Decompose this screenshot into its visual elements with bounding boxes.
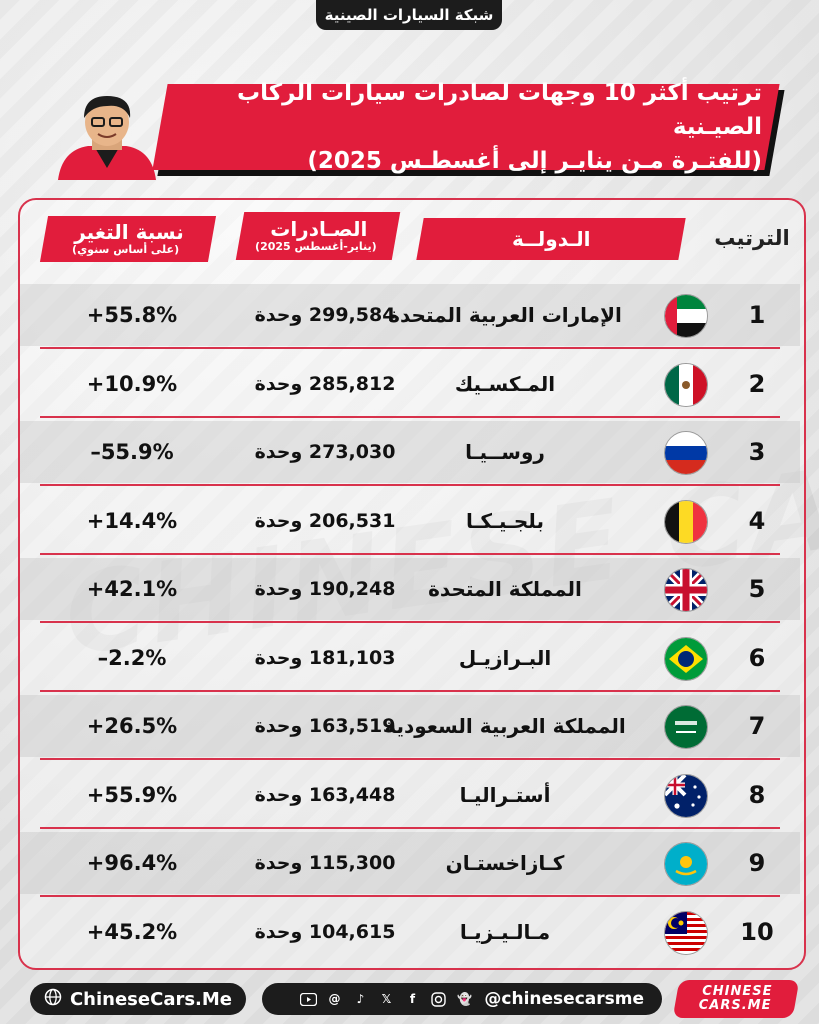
mexico-flag xyxy=(664,363,708,407)
row-rank: 7 xyxy=(748,712,766,740)
row-change: +26.5% xyxy=(86,714,178,738)
row-exports: 299,584 وحدة xyxy=(254,304,396,326)
row-divider xyxy=(40,484,780,486)
header-exports-label: الصـادرات xyxy=(270,217,368,241)
russia-flag xyxy=(664,431,708,475)
row-change: +42.1% xyxy=(86,577,178,601)
mascot-avatar xyxy=(58,96,156,180)
row-exports: 190,248 وحدة xyxy=(254,578,396,600)
table-row: 9 كـازاخستـان 115,300 وحدة +96.4% xyxy=(20,832,800,894)
row-country: أستـراليـا xyxy=(459,783,551,807)
table-row: 5 المملكة المتحدة 190,248 وحدة +42.1% xyxy=(20,558,800,620)
row-rank: 9 xyxy=(748,849,766,877)
row-exports: 115,300 وحدة xyxy=(254,852,396,874)
row-divider xyxy=(40,347,780,349)
table-row: 1 الإمارات العربية المتحدة 299,584 وحدة +55… xyxy=(20,284,800,346)
brand-logo: CHINESE CARS.ME xyxy=(672,980,800,1018)
top-tab-network-name: شبكة السيارات الصينية xyxy=(316,0,502,30)
brazil-flag xyxy=(664,637,708,681)
logo-line-2: CARS.ME xyxy=(698,998,772,1013)
table-row: 4 بلجـيـكـا 206,531 وحدة +14.4% xyxy=(20,490,800,552)
row-change: +10.9% xyxy=(86,372,178,396)
footer-social-bar: @ ♪ 𝕏 f 👻 @chinesecarsme xyxy=(262,983,662,1015)
row-exports: 206,531 وحدة xyxy=(254,510,396,532)
row-change: +55.8% xyxy=(86,303,178,327)
row-rank: 8 xyxy=(748,781,766,809)
row-rank: 6 xyxy=(748,644,766,672)
row-divider xyxy=(40,690,780,692)
header-change-sub: (على أساس سنوي) xyxy=(72,243,180,256)
row-divider xyxy=(40,553,780,555)
row-rank: 5 xyxy=(748,575,766,603)
row-exports: 163,448 وحدة xyxy=(254,784,396,806)
row-exports: 181,103 وحدة xyxy=(254,647,396,669)
header-change-label: نسبة التغير xyxy=(74,220,185,244)
row-country: المـكسـيك xyxy=(454,372,556,396)
row-divider xyxy=(40,416,780,418)
row-country: بلجـيـكـا xyxy=(466,509,544,533)
row-change: +14.4% xyxy=(86,509,178,533)
table-row: 10 مـالـيـزيـا 104,615 وحدة +45.2% xyxy=(20,901,800,963)
header-country-label: الـدولــة xyxy=(511,227,591,251)
saudi-flag xyxy=(664,705,708,749)
row-divider xyxy=(40,758,780,760)
x-icon[interactable]: 𝕏 xyxy=(381,992,392,1006)
row-change: +55.9% xyxy=(86,783,178,807)
belgium-flag xyxy=(664,500,708,544)
header-country: الـدولــة xyxy=(416,218,686,260)
row-change: –2.2% xyxy=(97,646,167,670)
row-country: مـالـيـزيـا xyxy=(459,920,551,944)
row-country: روســيـا xyxy=(465,440,545,464)
australia-flag xyxy=(664,774,708,818)
title-line-1: ترتيب أكثر 10 وجهات لصادرات سيارات الركا… xyxy=(237,80,762,140)
row-exports: 163,519 وحدة xyxy=(254,715,396,737)
kazakhstan-flag xyxy=(664,842,708,886)
uk-flag xyxy=(664,568,708,612)
row-exports: 273,030 وحدة xyxy=(254,441,396,463)
row-rank: 1 xyxy=(748,301,766,329)
instagram-icon[interactable] xyxy=(430,991,447,1008)
row-country: الإمارات العربية المتحدة xyxy=(388,303,622,327)
threads-icon[interactable]: @ xyxy=(328,992,341,1006)
row-divider xyxy=(40,895,780,897)
row-country: كـازاخستـان xyxy=(445,851,565,875)
row-divider xyxy=(40,621,780,623)
row-change: +96.4% xyxy=(86,851,178,875)
header-exports-sub: (يناير-أغسطس 2025) xyxy=(255,240,377,253)
social-handle: @chinesecarsme xyxy=(484,989,644,1009)
row-divider xyxy=(40,827,780,829)
row-rank: 4 xyxy=(748,507,766,535)
table-row: 2 المـكسـيك 285,812 وحدة +10.9% xyxy=(20,353,800,415)
page-title: ترتيب أكثر 10 وجهات لصادرات سيارات الركا… xyxy=(172,80,768,174)
youtube-icon[interactable] xyxy=(300,991,317,1008)
row-rank: 2 xyxy=(748,370,766,398)
header-exports: الصـادرات (يناير-أغسطس 2025) xyxy=(235,212,401,260)
row-country: البـرازيـل xyxy=(458,646,552,670)
facebook-icon[interactable]: f xyxy=(409,992,416,1006)
snapchat-icon[interactable]: 👻 xyxy=(457,992,472,1006)
table-row: 6 البـرازيـل 181,103 وحدة –2.2% xyxy=(20,627,800,689)
row-exports: 104,615 وحدة xyxy=(254,921,396,943)
row-rank: 10 xyxy=(740,918,774,946)
globe-icon xyxy=(44,988,62,1011)
table-row: 7 المملكة العربية السعودية 163,519 وحدة +26… xyxy=(20,695,800,757)
table-row: 8 أستـراليـا 163,448 وحدة +55.9% xyxy=(20,764,800,826)
footer-website[interactable]: ChineseCars.Me xyxy=(30,983,246,1015)
row-change: +45.2% xyxy=(86,920,178,944)
malaysia-flag xyxy=(664,911,708,955)
row-exports: 285,812 وحدة xyxy=(254,373,396,395)
logo-line-1: CHINESE xyxy=(702,984,773,999)
website-text: ChineseCars.Me xyxy=(69,988,233,1010)
social-icons: @ ♪ 𝕏 f 👻 xyxy=(300,991,473,1008)
tiktok-icon[interactable]: ♪ xyxy=(356,992,365,1006)
row-country: المملكة المتحدة xyxy=(428,577,582,601)
row-rank: 3 xyxy=(748,438,766,466)
table-row: 3 روســيـا 273,030 وحدة –55.9% xyxy=(20,421,800,483)
header-change: نسبة التغير (على أساس سنوي) xyxy=(39,216,217,262)
row-country: المملكة العربية السعودية xyxy=(384,714,626,738)
uae-flag xyxy=(664,294,708,338)
title-line-2: (للفتـرة مـن ينايـر إلى أغسطـس 2025) xyxy=(307,148,762,174)
row-change: –55.9% xyxy=(90,440,174,464)
header-rank: الترتيب xyxy=(714,226,790,250)
